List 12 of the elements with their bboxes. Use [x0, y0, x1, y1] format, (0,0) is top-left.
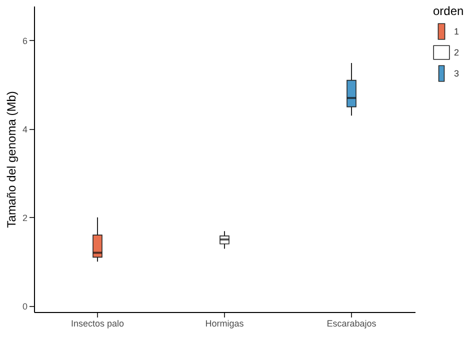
y-tick-label: 4	[22, 124, 28, 134]
x-tick-label: Hormigas	[205, 318, 244, 328]
y-tick-label: 6	[22, 36, 28, 46]
x-tick-label: Insectos palo	[70, 318, 124, 328]
y-tick-label: 2	[22, 212, 28, 223]
legend-label: 3	[454, 68, 460, 78]
legend-title: orden	[433, 4, 464, 18]
legend-label: 1	[454, 26, 460, 36]
x-tick-label: Escarabajos	[326, 318, 377, 328]
legend-label: 2	[454, 48, 460, 58]
y-tick-label: 0	[22, 301, 28, 312]
y-axis-title: Tamaño del genoma (Mb)	[4, 91, 18, 228]
